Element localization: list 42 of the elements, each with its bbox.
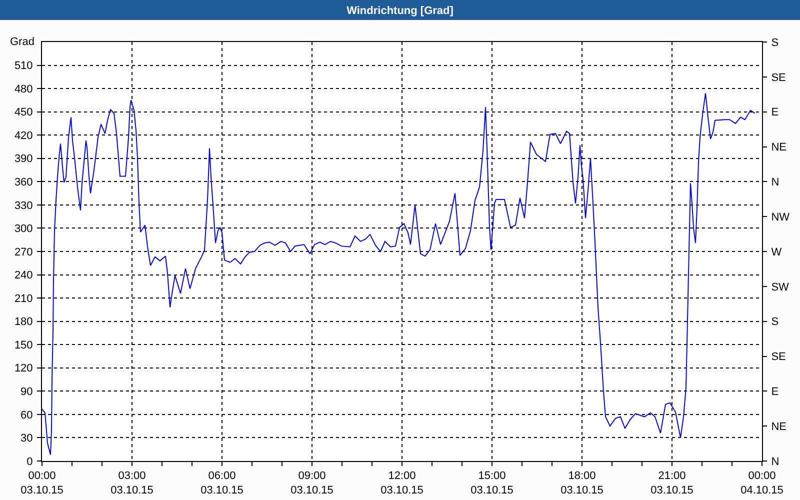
category-label: SW [771, 281, 789, 294]
category-label: NE [771, 420, 786, 433]
y-tick-label: 390 [14, 153, 33, 166]
y-tick-label: 300 [14, 223, 33, 236]
category-label: N [771, 176, 780, 189]
x-tick-label: 21:00 03.10.15 [650, 470, 694, 496]
y-tick-label: 360 [14, 176, 33, 189]
category-label: S [771, 316, 779, 328]
category-label: W [771, 246, 782, 258]
y-tick-label: 180 [14, 316, 33, 328]
category-label: S [771, 36, 779, 49]
y-tick-label: 30 [20, 432, 33, 445]
x-tick-label: 00:00 04.10.15 [740, 470, 784, 496]
y-tick-label: 420 [14, 130, 33, 142]
x-tick-label: 15:00 03.10.15 [470, 470, 514, 496]
category-label: NE [771, 142, 786, 154]
category-label: SE [771, 351, 786, 364]
x-tick-label: 18:00 03.10.15 [560, 470, 604, 496]
y-tick-label: 480 [14, 83, 33, 96]
category-label: N [771, 456, 780, 468]
category-label: E [771, 386, 779, 398]
chart-title: Windrichtung [Grad] [346, 4, 454, 17]
y-axis-title: Grad [10, 36, 34, 48]
y-tick-label: 270 [14, 246, 33, 258]
y-tick-label: 240 [14, 270, 33, 282]
y-tick-label: 330 [14, 200, 33, 212]
category-label: SE [771, 72, 786, 84]
y-tick-label: 450 [14, 106, 33, 119]
x-tick-label: 09:00 03.10.15 [290, 470, 334, 496]
category-label: E [771, 106, 779, 119]
y-tick-label: 60 [20, 409, 33, 422]
x-tick-label: 00:00 03.10.15 [20, 470, 64, 496]
y-tick-label: 210 [14, 292, 33, 305]
y-tick-label: 120 [14, 362, 33, 375]
y-tick-label: 150 [14, 339, 33, 352]
category-label: NW [771, 211, 790, 224]
y-tick-label: 90 [20, 386, 33, 398]
y-tick-label: 510 [14, 60, 33, 72]
x-tick-label: 06:00 03.10.15 [200, 470, 244, 496]
x-tick-label: 12:00 03.10.15 [380, 470, 424, 496]
x-tick-label: 03:00 03.10.15 [110, 470, 154, 496]
y-tick-label: 0 [26, 456, 33, 468]
